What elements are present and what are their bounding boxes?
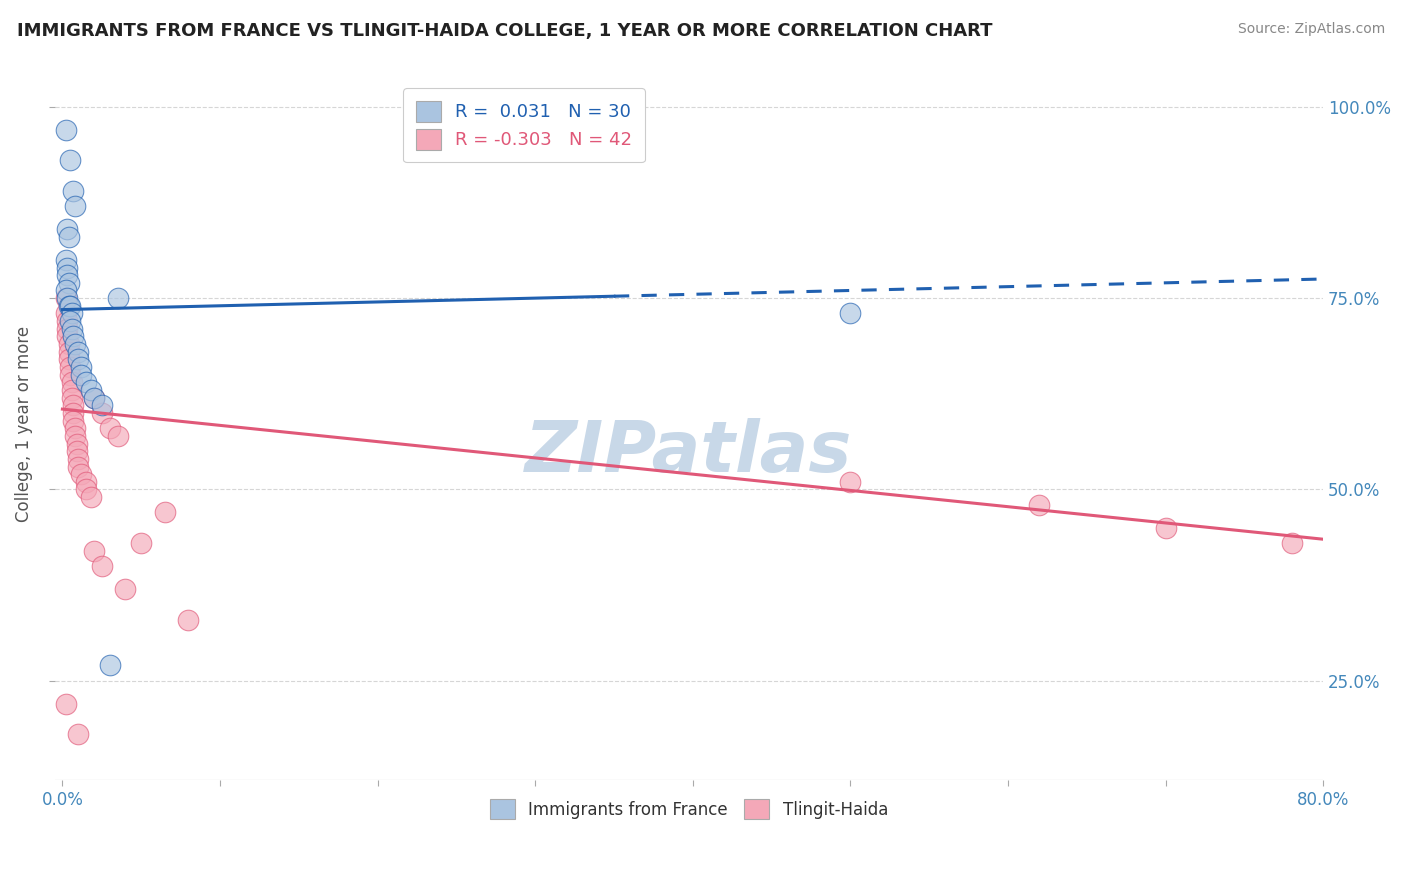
Point: [70, 368, 93, 382]
Point: [83, 391, 105, 405]
Point: [63, 421, 86, 435]
Legend: Immigrants from France, Tlingit-Haida: Immigrants from France, Tlingit-Haida: [484, 793, 894, 825]
Point: [63, 199, 86, 213]
Point: [56, 268, 79, 282]
Point: [58, 352, 80, 367]
Point: [60, 376, 83, 390]
Point: [839, 475, 862, 489]
Y-axis label: College, 1 year or more: College, 1 year or more: [15, 326, 32, 523]
Point: [839, 306, 862, 320]
Point: [67, 727, 90, 741]
Point: [56, 314, 79, 328]
Point: [55, 697, 77, 711]
Point: [67, 451, 90, 466]
Point: [80, 490, 103, 504]
Point: [62, 184, 84, 198]
Point: [58, 299, 80, 313]
Point: [153, 505, 176, 519]
Point: [62, 329, 84, 343]
Point: [67, 459, 90, 474]
Point: [58, 344, 80, 359]
Point: [55, 122, 77, 136]
Point: [114, 582, 136, 596]
Point: [177, 613, 200, 627]
Point: [65, 444, 87, 458]
Point: [70, 359, 93, 374]
Point: [75, 376, 97, 390]
Point: [58, 337, 80, 351]
Point: [75, 483, 97, 497]
Point: [107, 429, 129, 443]
Point: [59, 368, 82, 382]
Point: [59, 299, 82, 313]
Point: [55, 284, 77, 298]
Point: [56, 322, 79, 336]
Point: [83, 391, 105, 405]
Point: [90, 559, 112, 574]
Point: [59, 359, 82, 374]
Point: [55, 252, 77, 267]
Point: [107, 291, 129, 305]
Point: [56, 260, 79, 275]
Point: [63, 429, 86, 443]
Point: [83, 543, 105, 558]
Point: [65, 436, 87, 450]
Point: [56, 291, 79, 305]
Point: [98, 421, 121, 435]
Point: [58, 230, 80, 244]
Point: [55, 291, 77, 305]
Point: [90, 398, 112, 412]
Point: [60, 306, 83, 320]
Point: [67, 352, 90, 367]
Point: [60, 391, 83, 405]
Point: [1281, 536, 1303, 550]
Point: [129, 536, 152, 550]
Point: [63, 337, 86, 351]
Point: [58, 276, 80, 290]
Point: [80, 383, 103, 397]
Point: [62, 414, 84, 428]
Point: [75, 475, 97, 489]
Point: [60, 383, 83, 397]
Point: [62, 406, 84, 420]
Point: [56, 329, 79, 343]
Point: [90, 406, 112, 420]
Point: [67, 344, 90, 359]
Point: [59, 153, 82, 168]
Text: Source: ZipAtlas.com: Source: ZipAtlas.com: [1237, 22, 1385, 37]
Point: [70, 467, 93, 482]
Text: IMMIGRANTS FROM FRANCE VS TLINGIT-HAIDA COLLEGE, 1 YEAR OR MORE CORRELATION CHAR: IMMIGRANTS FROM FRANCE VS TLINGIT-HAIDA …: [17, 22, 993, 40]
Point: [98, 658, 121, 673]
Point: [59, 314, 82, 328]
Point: [60, 322, 83, 336]
Text: ZIPatlas: ZIPatlas: [526, 418, 852, 487]
Point: [62, 398, 84, 412]
Point: [1154, 521, 1177, 535]
Point: [55, 306, 77, 320]
Point: [1028, 498, 1050, 512]
Point: [56, 222, 79, 236]
